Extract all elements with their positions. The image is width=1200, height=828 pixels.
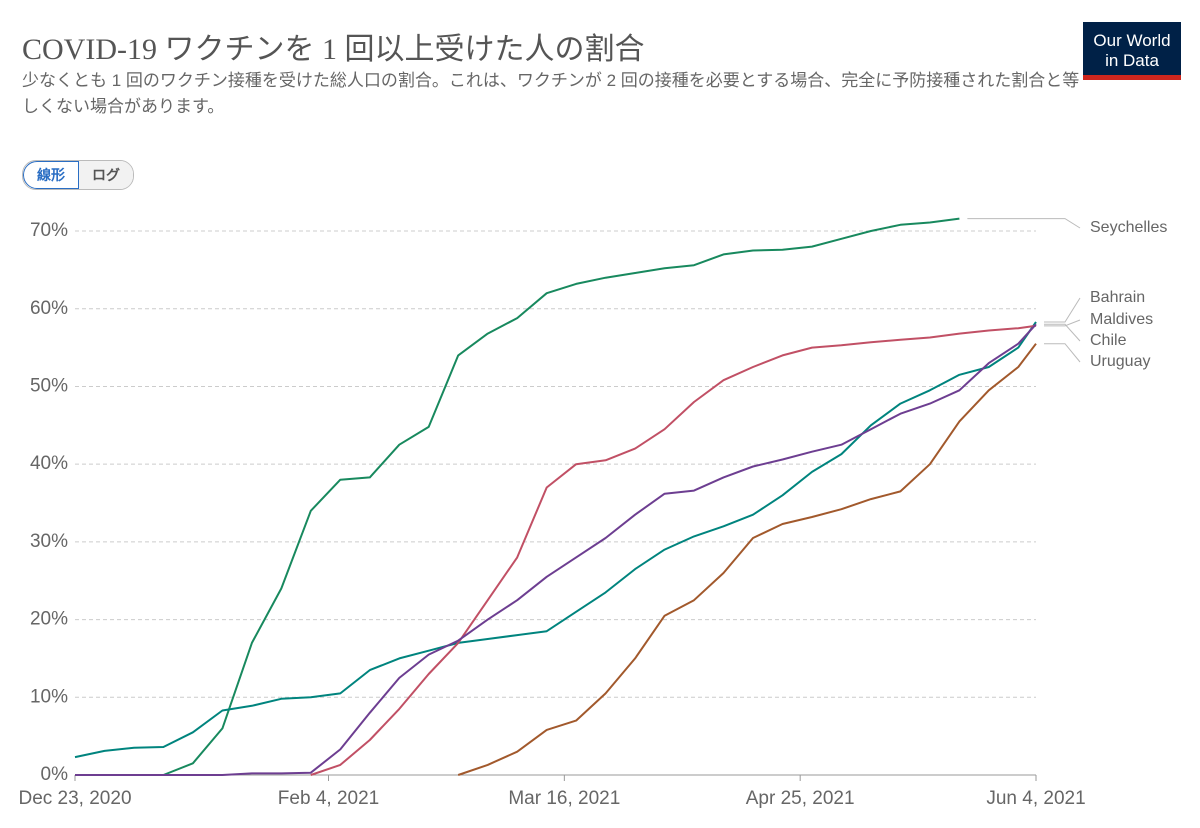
y-tick-label: 20%	[30, 609, 68, 630]
label-connector	[1044, 319, 1081, 327]
log-button[interactable]: ログ	[79, 161, 133, 189]
x-tick-label: Dec 23, 2020	[18, 788, 131, 809]
y-tick-label: 10%	[30, 686, 68, 707]
chart-title: COVID-19 ワクチンを 1 回以上受けた人の割合	[22, 33, 645, 66]
legend-label: Chile	[1090, 332, 1127, 349]
x-tick-label: Apr 25, 2021	[746, 788, 855, 809]
series-line	[163, 217, 960, 776]
y-tick-label: 50%	[30, 375, 68, 396]
y-tick-label: 0%	[41, 764, 69, 785]
y-tick-label: 40%	[30, 453, 68, 474]
label-connector	[1044, 343, 1081, 363]
label-connector	[1044, 323, 1081, 342]
y-tick-label: 70%	[30, 220, 68, 241]
y-tick-label: 30%	[30, 531, 68, 552]
legend-label: Bahrain	[1090, 289, 1145, 306]
series-line	[310, 324, 1037, 776]
legend-label: Maldives	[1090, 311, 1153, 328]
series-line	[74, 321, 1037, 759]
linear-button[interactable]: 線形	[23, 161, 79, 189]
logo-line: in Data	[1105, 51, 1159, 70]
series-line	[457, 343, 1037, 776]
x-tick-label: Mar 16, 2021	[508, 788, 620, 809]
label-connector	[1044, 297, 1081, 323]
x-tick-label: Jun 4, 2021	[986, 788, 1085, 809]
chart-subtitle: 少なくとも 1 回のワクチン接種を受けた総人口の割合。これは、ワクチンが 2 回…	[22, 71, 1080, 116]
y-tick-label: 60%	[30, 298, 68, 319]
series-line	[75, 323, 1037, 776]
label-connector	[967, 218, 1081, 229]
logo-line: Our World	[1093, 31, 1171, 50]
legend-label: Seychelles	[1090, 219, 1167, 236]
logo[interactable]: Our World in Data	[1083, 22, 1181, 80]
x-tick-label: Feb 4, 2021	[278, 788, 379, 809]
legend-label: Uruguay	[1090, 353, 1150, 370]
scale-toggle: 線形 ログ	[22, 160, 134, 190]
